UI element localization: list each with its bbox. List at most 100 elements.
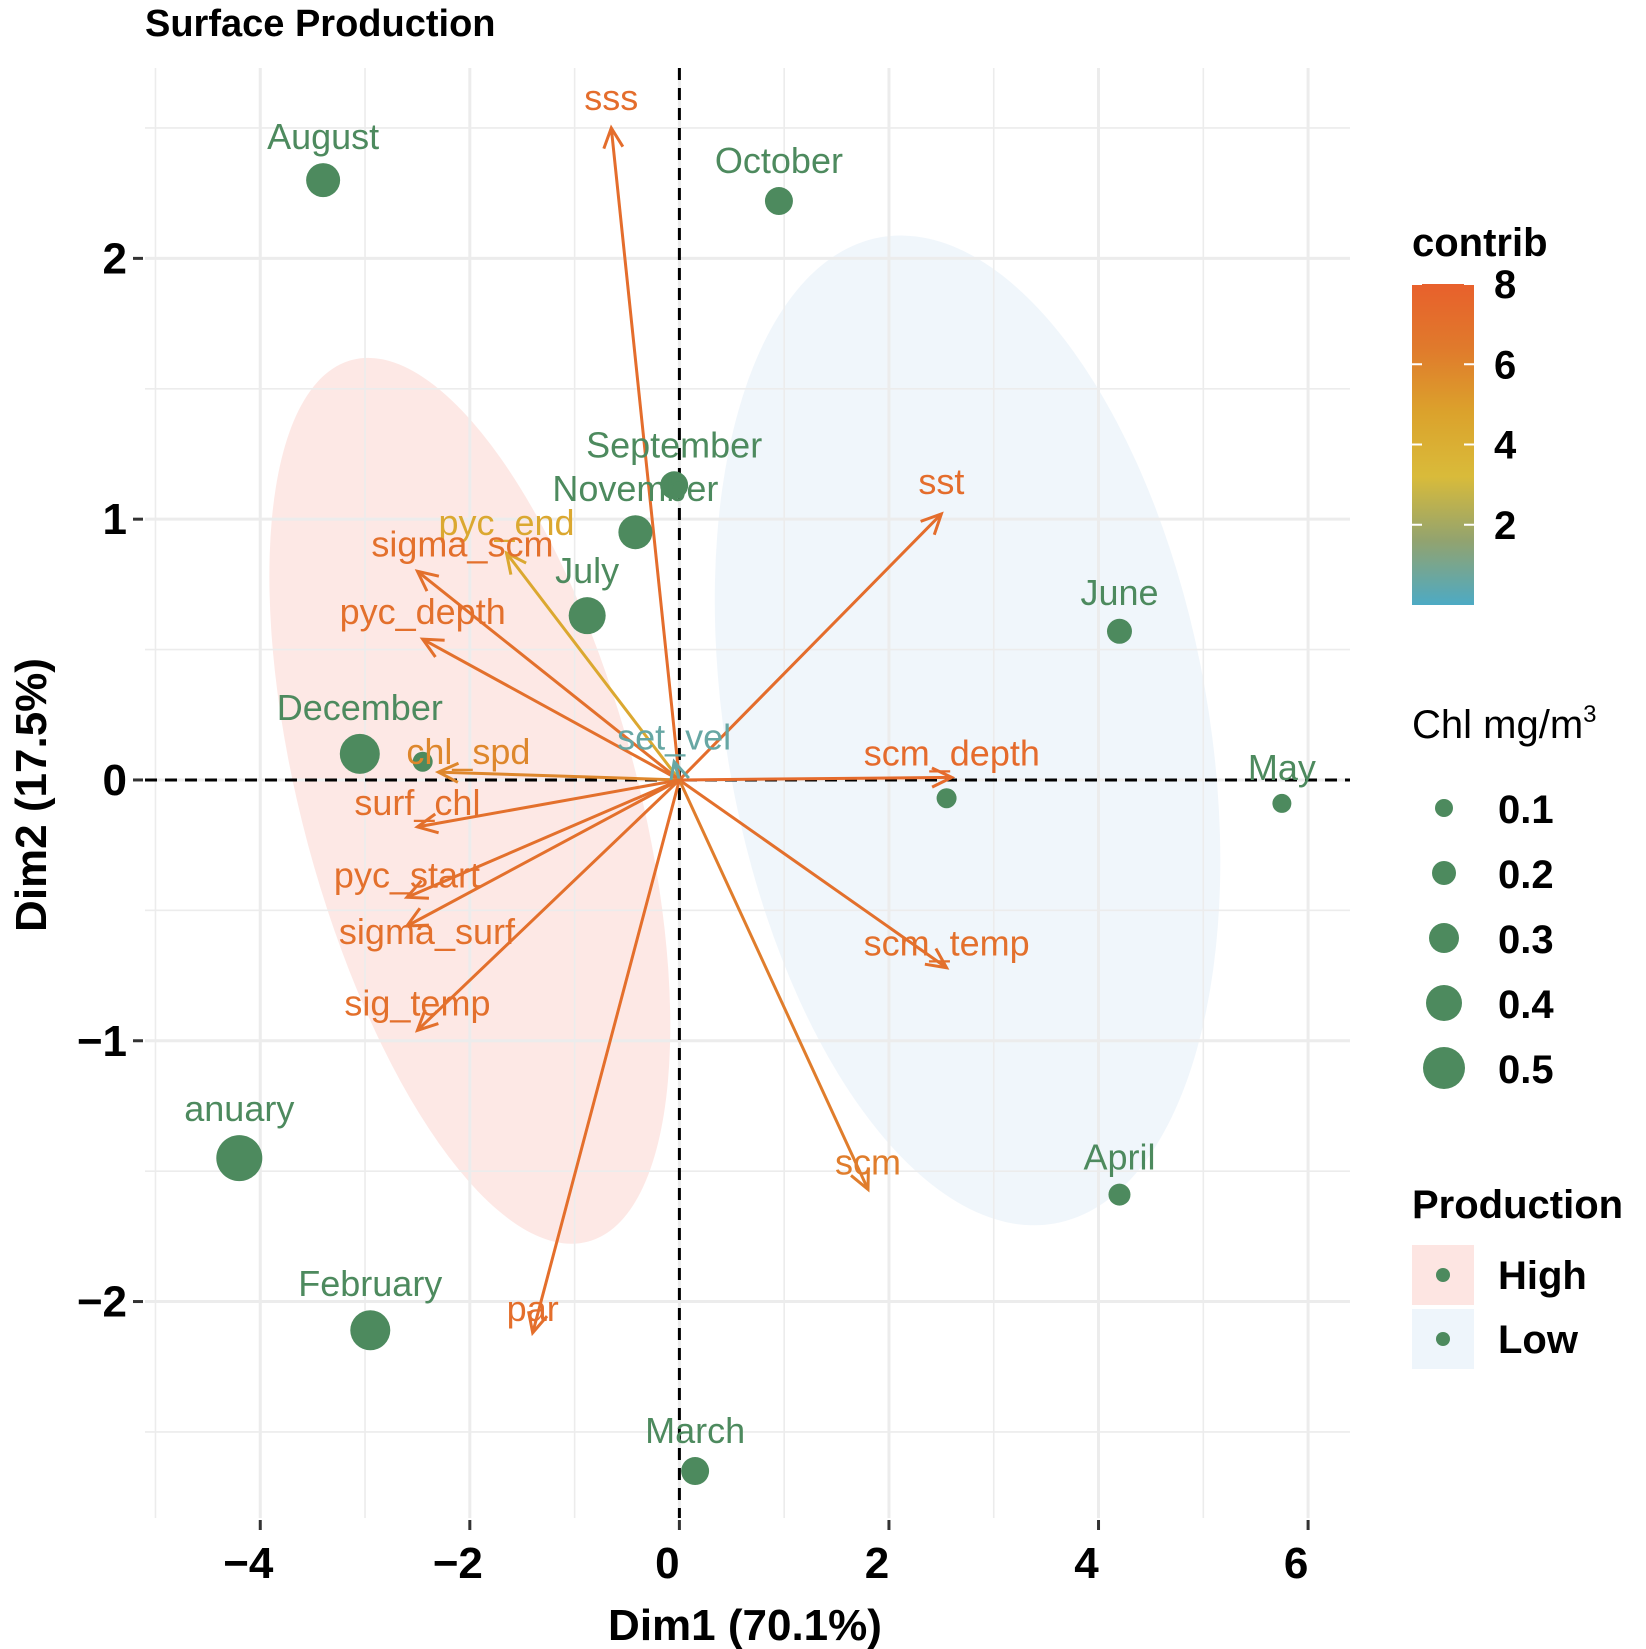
arrowhead-sigma_surf bbox=[403, 907, 430, 928]
y-axis-label: Dim2 (17.5%) bbox=[7, 658, 56, 932]
point-label-november: November bbox=[552, 468, 718, 509]
ellipse-low bbox=[714, 235, 1221, 1226]
arrow-surf_chl bbox=[417, 778, 680, 829]
arrowhead-scm_temp bbox=[924, 947, 950, 970]
arrowhead-sst bbox=[920, 511, 944, 536]
arrowhead-surf_chl bbox=[414, 812, 440, 835]
point-october bbox=[764, 187, 793, 216]
point-april bbox=[1108, 1183, 1131, 1206]
arrowhead-sss bbox=[602, 124, 625, 150]
arrow-pyc_end bbox=[505, 552, 681, 781]
variable-label-pyc_start: pyc_start bbox=[334, 854, 480, 895]
point-july bbox=[568, 597, 606, 635]
arrow-sigma_surf bbox=[406, 778, 681, 928]
legend-production-dot bbox=[1436, 1268, 1450, 1282]
arrow-pyc_start bbox=[406, 778, 680, 899]
chart-title: Surface Production bbox=[145, 3, 496, 45]
y-tick-label: 0 bbox=[103, 756, 127, 805]
legend-chl-label: 0.1 bbox=[1498, 788, 1554, 832]
arrowhead-chl_spd bbox=[434, 761, 460, 784]
point-label-august: August bbox=[267, 116, 379, 157]
legend-contrib-colorbar bbox=[1412, 284, 1474, 605]
x-tick-label: 0 bbox=[655, 1539, 679, 1588]
point-march bbox=[681, 1457, 710, 1486]
variable-label-sigma_scm: sigma_scm bbox=[371, 523, 553, 564]
arrow-scm bbox=[678, 779, 870, 1191]
point-anuary bbox=[216, 1135, 263, 1182]
point-unlabeled bbox=[412, 751, 433, 772]
point-label-march: March bbox=[645, 1410, 745, 1451]
arrow-sss bbox=[609, 127, 681, 781]
legend-chl-label: 0.2 bbox=[1498, 853, 1554, 897]
legend-contrib-tick-label: 4 bbox=[1494, 424, 1517, 468]
legend-chl-label: 0.3 bbox=[1498, 918, 1554, 962]
point-label-july: July bbox=[555, 550, 619, 591]
legend-chl-key bbox=[1423, 1047, 1465, 1089]
point-label-october: October bbox=[715, 140, 843, 181]
arrowhead-pyc_depth bbox=[419, 637, 445, 658]
arrow-chl_spd bbox=[438, 770, 680, 782]
variable-label-scm_temp: scm_temp bbox=[864, 923, 1030, 964]
arrowhead-scm_depth bbox=[931, 766, 956, 789]
point-label-may: May bbox=[1248, 747, 1316, 788]
point-september bbox=[660, 471, 689, 500]
variable-label-par: par bbox=[507, 1288, 559, 1329]
arrow-scm_depth bbox=[679, 775, 952, 782]
arrowhead-par bbox=[527, 1310, 549, 1337]
x-tick-label: −2 bbox=[433, 1539, 483, 1588]
x-tick-label: −4 bbox=[223, 1539, 274, 1588]
arrowhead-pyc_end bbox=[504, 550, 527, 575]
legend-contrib-tick-label: 2 bbox=[1494, 504, 1516, 548]
arrowhead-scm bbox=[850, 1167, 870, 1193]
legend-chl-key bbox=[1426, 985, 1462, 1021]
x-axis-label: Dim1 (70.1%) bbox=[608, 1601, 882, 1649]
y-tick-label: 2 bbox=[103, 234, 127, 283]
x-tick-label: 4 bbox=[1074, 1539, 1099, 1588]
point-may bbox=[1272, 793, 1292, 813]
variable-label-scm_depth: scm_depth bbox=[864, 732, 1040, 773]
arrowhead-sig_temp bbox=[414, 1009, 439, 1033]
point-november bbox=[618, 515, 653, 550]
arrow-sigma_scm bbox=[416, 570, 681, 782]
legend-production-label-high: High bbox=[1498, 1254, 1587, 1298]
arrow-scm_temp bbox=[678, 778, 948, 969]
legend-production-title: Production bbox=[1412, 1183, 1623, 1227]
point-label-september: September bbox=[586, 424, 762, 465]
arrow-par bbox=[531, 779, 681, 1334]
y-tick-label: −1 bbox=[77, 1017, 127, 1066]
legend-production-label-low: Low bbox=[1498, 1318, 1579, 1362]
arrow-sst bbox=[678, 512, 943, 782]
y-tick-label: −2 bbox=[77, 1278, 127, 1327]
arrow-pyc_depth bbox=[421, 637, 681, 782]
legend-chl-label: 0.4 bbox=[1498, 983, 1554, 1027]
point-june bbox=[1106, 618, 1132, 644]
point-unlabeled bbox=[936, 788, 957, 809]
legend-contrib-tick-label: 8 bbox=[1494, 263, 1516, 307]
point-august bbox=[306, 163, 341, 198]
y-tick-label: 1 bbox=[103, 495, 127, 544]
arrowhead-sigma_scm bbox=[414, 569, 440, 592]
legend-production-dot bbox=[1436, 1332, 1450, 1346]
x-tick-label: 2 bbox=[865, 1539, 889, 1588]
legend-chl-key bbox=[1432, 861, 1456, 885]
variable-label-sig_temp: sig_temp bbox=[344, 982, 490, 1023]
legend-chl-label: 0.5 bbox=[1498, 1048, 1554, 1092]
point-february bbox=[350, 1310, 391, 1351]
variable-label-sigma_surf: sigma_surf bbox=[339, 911, 516, 952]
variable-label-surf_chl: surf_chl bbox=[354, 782, 480, 823]
point-label-june: June bbox=[1080, 572, 1158, 613]
variable-label-pyc_depth: pyc_depth bbox=[340, 591, 506, 632]
legend-contrib-title: contrib bbox=[1412, 221, 1548, 265]
variable-label-pyc_end: pyc_end bbox=[438, 502, 574, 543]
legend-chl-key bbox=[1435, 799, 1453, 817]
point-label-anuary: anuary bbox=[184, 1088, 294, 1129]
point-label-february: February bbox=[298, 1263, 442, 1304]
legend-chl-title: Chl mg/m3 bbox=[1412, 701, 1597, 747]
point-december bbox=[339, 733, 380, 774]
x-tick-label: 6 bbox=[1284, 1539, 1308, 1588]
arrowhead-pyc_start bbox=[403, 879, 430, 900]
point-label-december: December bbox=[277, 687, 443, 728]
